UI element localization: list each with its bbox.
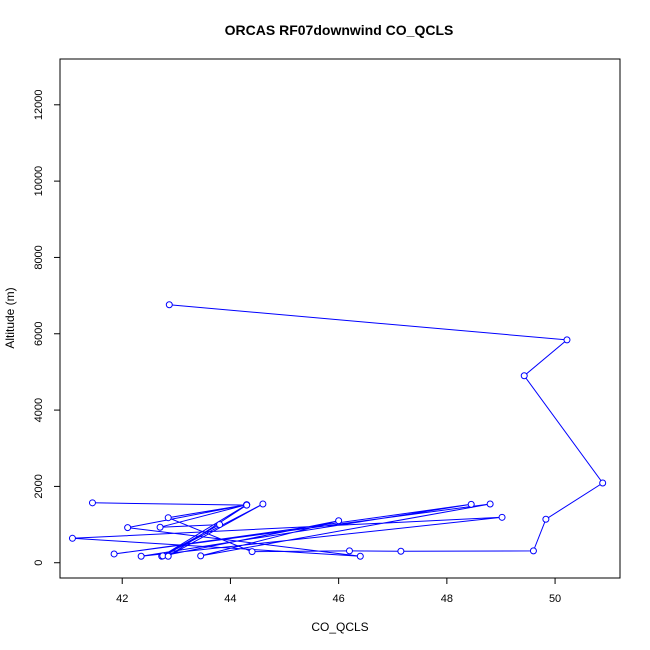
y-tick-label: 4000 — [33, 398, 45, 422]
data-point — [599, 479, 607, 487]
y-tick-label: 0 — [33, 560, 45, 566]
data-point — [345, 547, 353, 555]
x-tick-label: 44 — [224, 593, 236, 605]
x-axis: 42 44 46 48 50 — [116, 577, 561, 605]
data-point — [216, 521, 224, 529]
y-tick-label: 2000 — [33, 474, 45, 498]
data-point — [197, 552, 205, 560]
data-point — [563, 336, 571, 344]
x-axis-label: CO_QCLS — [311, 620, 368, 634]
data-point — [88, 499, 96, 507]
data-point — [529, 547, 537, 555]
y-tick-label: 12000 — [33, 89, 45, 120]
data-point — [259, 500, 267, 508]
data-point — [542, 515, 550, 523]
y-tick-label: 8000 — [33, 245, 45, 269]
data-point — [248, 548, 256, 556]
series-line — [72, 304, 604, 557]
data-point — [137, 552, 145, 560]
data-point — [124, 524, 132, 532]
data-point — [520, 372, 528, 380]
data-point — [335, 517, 343, 525]
data-point — [467, 500, 475, 508]
y-axis-label: Altitude (m) — [3, 287, 17, 348]
data-point — [68, 534, 76, 542]
data-points — [68, 301, 607, 560]
x-tick-label: 48 — [441, 593, 453, 605]
data-point — [498, 513, 506, 521]
data-point — [165, 301, 173, 309]
data-point — [486, 500, 494, 508]
data-point — [243, 501, 251, 509]
chart-title: ORCAS RF07downwind CO_QCLS — [225, 22, 454, 38]
y-tick-label: 10000 — [33, 166, 45, 197]
data-point — [164, 552, 172, 560]
plot-area — [59, 58, 621, 579]
x-tick-label: 46 — [333, 593, 345, 605]
x-tick-label: 50 — [549, 593, 561, 605]
x-tick-label: 42 — [116, 593, 128, 605]
y-tick-label: 6000 — [33, 322, 45, 346]
data-point — [156, 523, 164, 531]
data-point — [110, 550, 118, 558]
data-point — [397, 547, 405, 555]
data-point — [164, 514, 172, 522]
data-point — [356, 552, 364, 560]
y-axis: 0 2000 4000 6000 8000 10000 12000 — [33, 89, 61, 566]
